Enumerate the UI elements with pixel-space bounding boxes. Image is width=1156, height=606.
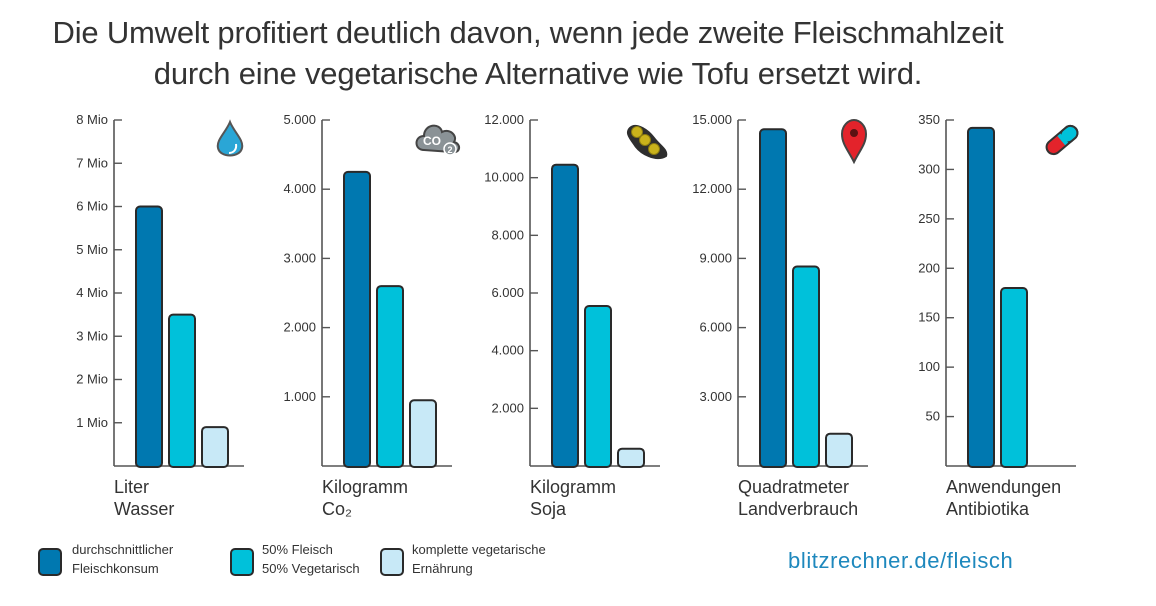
y-tick-label: 4.000: [283, 181, 316, 196]
legend-label-average-line1: durchschnittlicher: [72, 542, 174, 557]
x-label-co2-line1: Kilogramm: [322, 477, 409, 497]
bar-vegetarian: [201, 426, 229, 469]
svg-text:2: 2: [447, 145, 452, 155]
x-label-land-line1: Quadratmeter: [738, 477, 850, 497]
x-label-land-line2: Landverbrauch: [738, 499, 859, 519]
legend-swatch-average: [38, 548, 62, 576]
x-label-antibiotics-line1: Anwendungen: [946, 477, 1062, 497]
x-label-water-line2: Wasser: [114, 499, 175, 519]
y-tick-label: 8 Mio: [76, 112, 108, 127]
chart-land: 3.000 6.000 9.000 12.000 15.000: [692, 112, 868, 469]
chart-title-line-2: durch eine vegetarische Alternative wie …: [153, 56, 923, 91]
y-tick-label: 1.000: [283, 389, 316, 404]
x-label-antibiotics: Anwendungen Antibiotika: [946, 476, 1061, 520]
x-label-soy-line2: Soja: [530, 499, 567, 519]
chart-title-line-1: Die Umwelt profitiert deutlich davon, we…: [52, 15, 1004, 50]
legend-label-half-line2: 50% Vegetarisch: [262, 561, 360, 576]
y-tick-label: 50: [926, 409, 940, 424]
y-tick-label: 3.000: [699, 389, 732, 404]
x-label-water-line1: Liter: [114, 477, 150, 497]
bar-vegetarian: [617, 447, 645, 469]
y-tick-label: 12.000: [692, 181, 732, 196]
x-label-land: Quadratmeter Landverbrauch: [738, 476, 858, 520]
y-tick-label: 12.000: [484, 112, 524, 127]
y-tick-label: 4 Mio: [76, 285, 108, 300]
legend-label-half-line1: 50% Fleisch: [262, 542, 333, 557]
water-drop-icon: [216, 119, 244, 157]
bar-average: [967, 126, 995, 468]
legend-label-average-line2: Fleischkonsum: [72, 561, 159, 576]
y-tick-label: 2.000: [491, 400, 524, 415]
bar-average: [551, 163, 579, 468]
source-link[interactable]: blitzrechner.de/fleisch: [788, 548, 1014, 573]
y-tick-label: 4.000: [491, 343, 524, 358]
y-tick-label: 200: [918, 260, 940, 275]
y-tick-label: 2 Mio: [76, 372, 108, 387]
y-tick-label: 3 Mio: [76, 328, 108, 343]
bar-vegetarian: [409, 399, 437, 469]
x-label-water: Liter Wasser: [114, 476, 174, 520]
y-tick-label: 5 Mio: [76, 242, 108, 257]
y-tick-label: 10.000: [484, 170, 524, 185]
y-tick-label: 250: [918, 211, 940, 226]
y-tick-label: 6 Mio: [76, 199, 108, 214]
x-label-soy-line1: Kilogramm: [530, 477, 617, 497]
svg-text:CO: CO: [423, 134, 441, 148]
bar-vegetarian: [825, 432, 853, 468]
co2-cloud-icon: CO 2: [415, 124, 460, 156]
chart-water: 1 Mio 2 Mio 3 Mio 4 Mio 5 Mio 6 Mio 7 Mio 8 Mio: [76, 112, 244, 469]
y-tick-label: 2.000: [283, 320, 316, 335]
bar-half: [168, 313, 196, 468]
y-tick-label: 6.000: [699, 320, 732, 335]
y-tick-label: 7 Mio: [76, 155, 108, 170]
x-label-soy: Kilogramm Soja: [530, 476, 616, 520]
bar-half: [792, 265, 820, 468]
chart-co2: 1.000 2.000 3.000 4.000 5.000 CO 2: [283, 112, 460, 469]
bar-average: [135, 205, 163, 468]
x-label-co2: Kilogramm Co₂: [322, 476, 408, 520]
legend-label-vegetarian-line2: Ernährung: [412, 561, 473, 576]
bar-average: [343, 170, 371, 468]
pill-capsule-icon: [1045, 124, 1079, 156]
chart-soy: 2.000 4.000 6.000 8.000 10.000 12.000: [484, 112, 668, 469]
bar-half: [1000, 287, 1028, 468]
legend-swatch-vegetarian: [380, 548, 404, 576]
x-label-co2-line2: Co₂: [322, 499, 352, 519]
chart-antibiotics: 50 100 150 200 250 300 350: [918, 112, 1079, 468]
y-tick-label: 3.000: [283, 250, 316, 265]
y-tick-label: 100: [918, 359, 940, 374]
y-tick-label: 1 Mio: [76, 415, 108, 430]
bar-average: [759, 128, 787, 469]
x-label-antibiotics-line2: Antibiotika: [946, 499, 1030, 519]
bar-half: [376, 285, 404, 468]
y-tick-label: 15.000: [692, 112, 732, 127]
map-pin-icon: [840, 118, 868, 165]
y-tick-label: 6.000: [491, 285, 524, 300]
y-tick-label: 5.000: [283, 112, 316, 127]
y-tick-label: 9.000: [699, 250, 732, 265]
y-tick-label: 8.000: [491, 227, 524, 242]
y-tick-label: 150: [918, 310, 940, 325]
bar-half: [584, 304, 612, 468]
y-tick-label: 350: [918, 112, 940, 127]
soybean-pod-icon: [626, 124, 668, 160]
legend-swatch-half: [230, 548, 254, 576]
y-tick-label: 300: [918, 161, 940, 176]
legend-label-vegetarian-line1: komplette vegetarische: [412, 542, 546, 557]
